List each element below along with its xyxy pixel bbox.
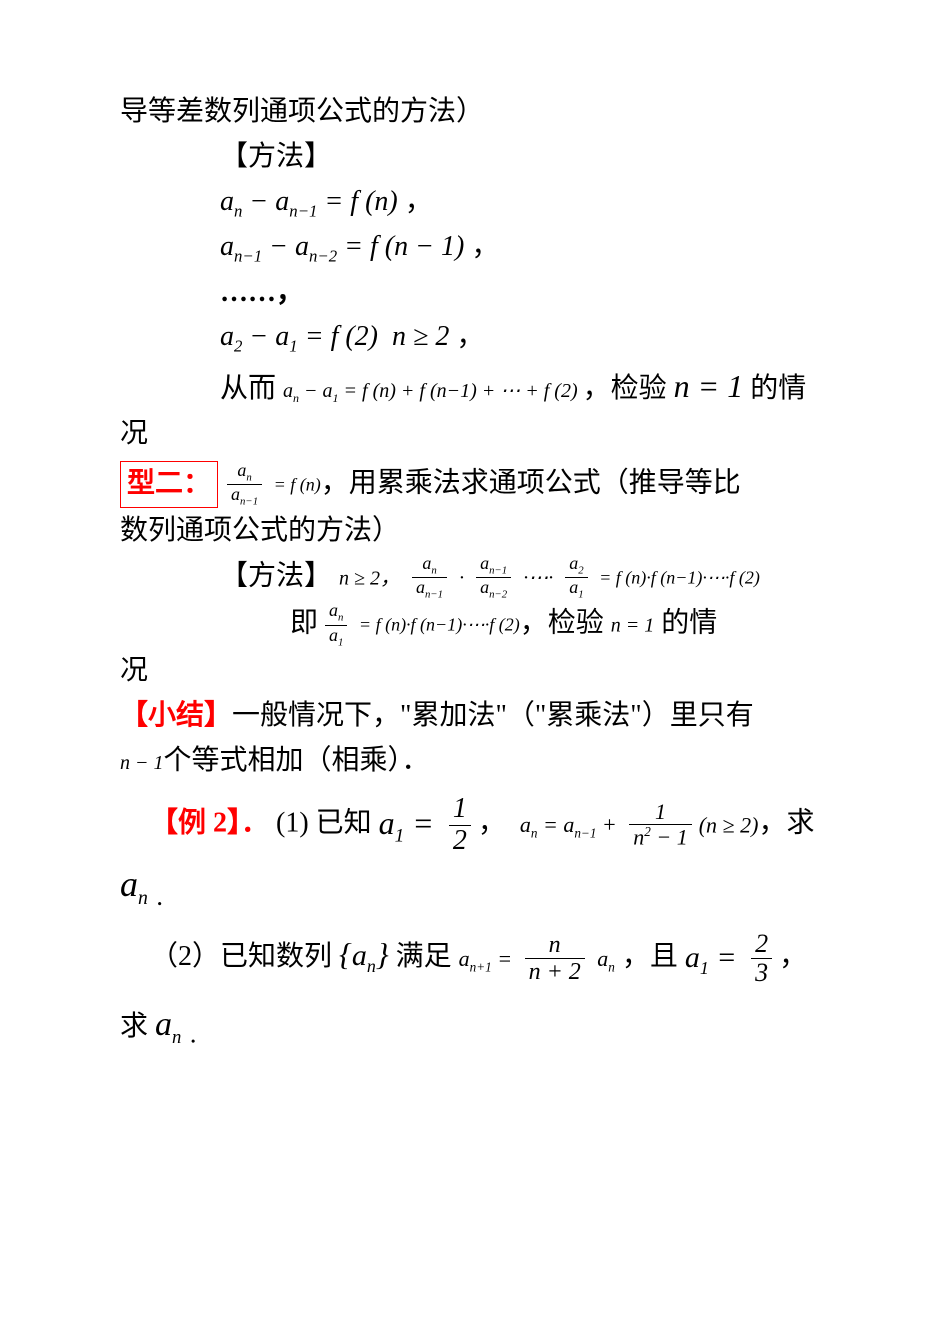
math-expr: a1 = — [379, 805, 442, 841]
math-expr: an − an−1 = f (n) — [220, 186, 405, 217]
punct: ． — [155, 888, 175, 910]
math-expr: = f (n) — [269, 474, 321, 494]
example-line: （2）已知数列 {an} 满足 an+1 = n n + 2 an ，且 a1 … — [120, 929, 835, 988]
math-expr: an — [592, 946, 615, 971]
text-span: ，用累乘法求通项公式（推导等比 — [321, 467, 741, 498]
text-line: 数列通项公式的方法） — [120, 509, 835, 554]
fraction-den: an−1 — [227, 485, 262, 508]
math-expr: an — [155, 1006, 181, 1043]
text-span: 的情 — [743, 373, 806, 404]
text-span: 的情 — [654, 608, 717, 639]
fraction-den: 3 — [751, 959, 772, 988]
fraction: 1 n2 − 1 — [629, 800, 691, 850]
text-span: （2）已知数列 — [150, 941, 339, 972]
summary-line-2: n − 1个等式相加（相乘）． — [120, 739, 835, 784]
math-expr: an − a1 = f (n) + f (n−1) + ⋯ + f (2) — [283, 380, 583, 402]
math-expr: (n ≥ 2) — [699, 812, 759, 837]
fraction-num: an — [227, 461, 262, 485]
ellipsis-line: ……， — [120, 271, 835, 316]
fraction-num: a2 — [565, 554, 587, 578]
text-span: 个等式相加（相乘）． — [164, 745, 430, 776]
text-line: 况 — [120, 412, 835, 457]
fraction-num: an — [412, 554, 447, 578]
summary-line: 【小结】一般情况下，"累加法"（"累乘法"）里只有 — [120, 694, 835, 739]
punct: ， — [456, 321, 484, 352]
text-span: ，且 — [622, 941, 685, 972]
text-span: 求 — [120, 1011, 155, 1042]
math-expr: = f (n)·f (n−1)·⋯·f (2) — [595, 567, 760, 587]
math-expr: an−1 − an−2 = f (n − 1) — [220, 231, 471, 262]
fraction-num: 2 — [751, 930, 772, 960]
dot: · — [454, 566, 469, 588]
math-expr: n = 1 — [611, 615, 655, 637]
fraction: an a1 — [325, 601, 347, 649]
fraction-num: 1 — [629, 800, 691, 825]
math-expr: a1 = — [685, 941, 744, 974]
text-line: 导等差数列通项公式的方法） — [120, 90, 835, 135]
text-span: ，求 — [758, 808, 814, 839]
math-expr: n = 1 — [674, 368, 744, 404]
math-expr: an — [352, 939, 376, 972]
text-span: 从而 — [220, 373, 283, 404]
dots: ·⋯· — [518, 566, 558, 588]
punct: ， — [779, 941, 807, 972]
fraction-num: 1 — [449, 794, 471, 826]
fraction: 2 3 — [751, 930, 772, 988]
fraction: an an−1 — [227, 461, 262, 509]
set-brace: { — [339, 936, 352, 972]
fraction-den: n + 2 — [525, 959, 585, 985]
math-expr: n − 1 — [120, 752, 164, 774]
text-line: 况 — [120, 649, 835, 694]
example-label: 【例 2】． — [150, 808, 269, 839]
math-expr: an+1 = — [459, 946, 518, 971]
text-span: 即 — [290, 608, 325, 639]
punct: ， — [478, 808, 506, 839]
text-span: ，检验 — [520, 608, 611, 639]
equation-line: a2 − a1 = f (2) n ≥ 2 ， — [120, 315, 835, 360]
summary-body: 一般情况下，"累加法"（"累乘法"）里只有 — [232, 700, 754, 731]
text-span: 满足 — [396, 941, 459, 972]
math-expr: n ≥ 2， — [339, 567, 405, 589]
fraction: an−1 an−2 — [476, 554, 511, 602]
method-label: 【方法】 — [120, 135, 835, 180]
text-span: (1) 已知 — [276, 808, 379, 839]
fraction: a2 a1 — [565, 554, 587, 602]
text-span: ，检验 — [583, 373, 674, 404]
set-brace: } — [376, 936, 389, 972]
example-line: 求 an ． — [120, 998, 835, 1053]
punct: ， — [471, 231, 499, 262]
fraction-den: n2 − 1 — [629, 825, 691, 850]
boxed-label: 型二： — [120, 461, 218, 508]
fraction-num: an — [325, 601, 347, 625]
equation-line: an − an−1 = f (n) ， — [120, 180, 835, 225]
fraction-num: n — [525, 932, 585, 959]
method-line: 【方法】 n ≥ 2， an an−1 · an−1 an−2 ·⋯· a2 a… — [120, 554, 835, 602]
fraction: an an−1 — [412, 554, 447, 602]
fraction: n n + 2 — [525, 932, 585, 986]
punct: ． — [188, 1026, 208, 1048]
math-expr: a2 − a1 = f (2) n ≥ 2 — [220, 321, 456, 352]
fraction-den: 2 — [449, 826, 471, 857]
fraction-den: a1 — [565, 578, 587, 601]
fraction: 1 2 — [449, 794, 471, 857]
method-label: 【方法】 — [220, 560, 332, 591]
fraction-den: an−2 — [476, 578, 511, 601]
fraction-den: a1 — [325, 626, 347, 649]
math-expr: an = an−1 + — [520, 812, 622, 837]
method-line: 即 an a1 = f (n)·f (n−1)·⋯·f (2)，检验 n = 1… — [120, 601, 835, 649]
type-two-heading: 型二： an an−1 = f (n)，用累乘法求通项公式（推导等比 — [120, 461, 835, 509]
fraction-num: an−1 — [476, 554, 511, 578]
equation-line: 从而 an − a1 = f (n) + f (n−1) + ⋯ + f (2)… — [120, 361, 835, 412]
example-line: an ． — [120, 856, 835, 915]
document-page: 导等差数列通项公式的方法） 【方法】 an − an−1 = f (n) ， a… — [0, 0, 945, 1337]
fraction-den: an−1 — [412, 578, 447, 601]
summary-label: 【小结】 — [120, 700, 232, 731]
example-line: 【例 2】． (1) 已知 a1 = 1 2 ， an = an−1 + 1 n… — [120, 794, 835, 857]
math-expr: = f (n)·f (n−1)·⋯·f (2) — [354, 615, 519, 635]
punct: ， — [405, 186, 433, 217]
boxed-label-text: 型二： — [127, 468, 211, 499]
math-expr: an — [120, 864, 148, 904]
equation-line: an−1 − an−2 = f (n − 1) ， — [120, 225, 835, 270]
